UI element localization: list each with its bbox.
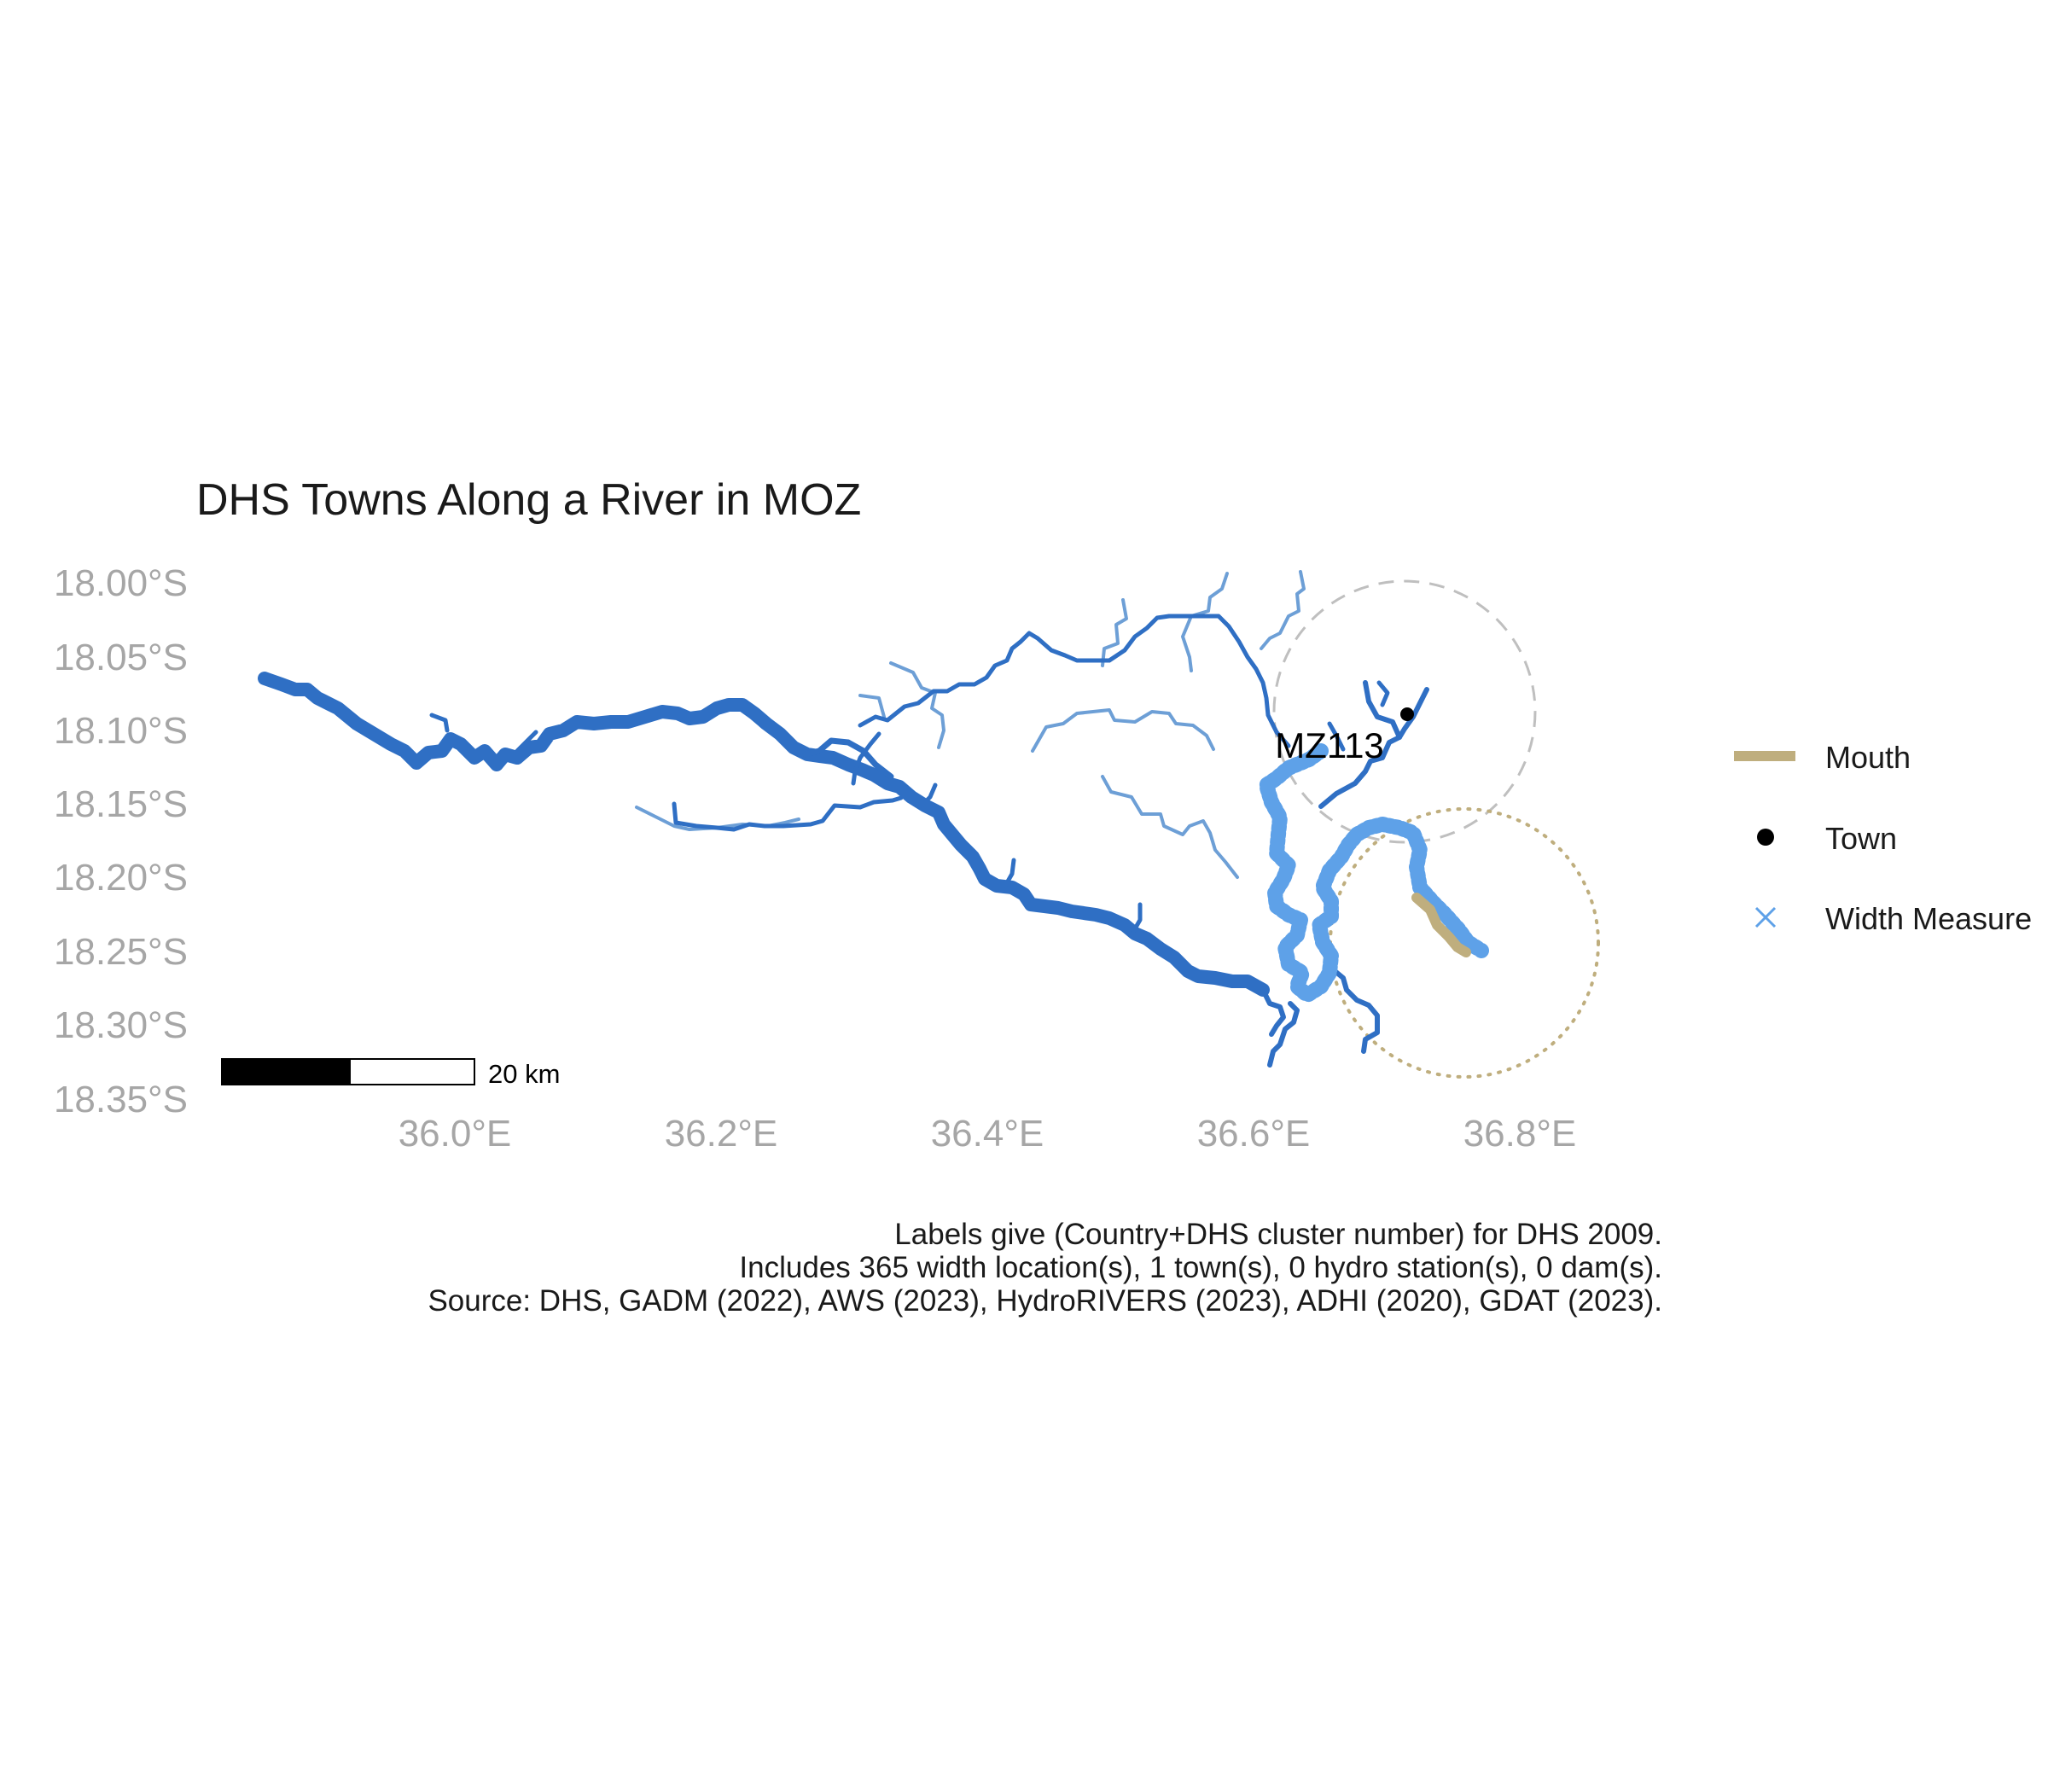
river-segment (429, 713, 450, 733)
river-segment (851, 731, 881, 786)
legend-label-town: Town (1825, 821, 1897, 856)
scale-bar-label: 20 km (488, 1059, 560, 1089)
tributary-line (1260, 570, 1306, 650)
tributary-line (858, 694, 886, 719)
scale-bar-black-segment (221, 1058, 351, 1085)
legend: Mouth Town Width Measure (1734, 740, 2032, 936)
river-segment (1003, 858, 1016, 888)
river-segment (1318, 687, 1429, 809)
river-segment (1131, 902, 1143, 934)
tributary-line (1101, 775, 1239, 879)
river-segment (919, 783, 938, 808)
river-segment (258, 672, 1270, 997)
width-measure-points (1259, 743, 1489, 1003)
river-segment (1376, 680, 1390, 707)
width-measures (1259, 743, 1489, 1003)
x-tick-label: 36.0°E (399, 1113, 512, 1155)
river-mouth (1411, 893, 1471, 957)
town-marker (1400, 707, 1414, 721)
main-river (258, 614, 1429, 1068)
map-title: DHS Towns Along a River in MOZ (196, 475, 861, 525)
scale-bar: 20 km (221, 1058, 560, 1089)
y-tick-label: 18.30°S (54, 1004, 188, 1046)
legend-width-cross-icon (1754, 906, 1777, 928)
river-segment (672, 795, 904, 832)
legend-label-mouth: Mouth (1825, 740, 1911, 775)
y-tick-label: 18.15°S (54, 783, 188, 825)
caption-line: Source: DHS, GADM (2022), AWS (2023), Hy… (428, 1284, 1662, 1318)
y-tick-label: 18.25°S (54, 931, 188, 973)
legend-town-dot (1757, 829, 1774, 846)
x-axis-labels: 36.0°E 36.2°E 36.4°E 36.6°E 36.8°E (399, 1113, 1577, 1155)
x-tick-label: 36.4°E (931, 1113, 1044, 1155)
x-tick-label: 36.8°E (1463, 1113, 1577, 1155)
tributary-line (1031, 708, 1215, 753)
caption-line: Labels give (Country+DHS cluster number)… (894, 1218, 1662, 1251)
river-segment (1327, 721, 1346, 752)
town-label: MZ113 (1275, 725, 1384, 765)
river-segment (515, 730, 538, 753)
tributary-line (1181, 572, 1229, 672)
x-tick-label: 36.2°E (665, 1113, 778, 1155)
y-tick-label: 18.05°S (54, 637, 188, 678)
river-segment (802, 737, 894, 780)
y-tick-label: 18.35°S (54, 1079, 188, 1120)
river-segment (1260, 987, 1286, 1037)
caption: Labels give (Country+DHS cluster number)… (428, 1218, 1662, 1318)
river-segment (858, 614, 1291, 748)
y-tick-label: 18.00°S (54, 562, 188, 604)
scale-bar-white-segment (349, 1058, 475, 1085)
town-buffer-circle (1272, 579, 1537, 844)
river-segment (1267, 1001, 1300, 1068)
y-tick-label: 18.10°S (54, 710, 188, 752)
tributary-line (889, 661, 945, 749)
legend-label-width-measure: Width Measure (1825, 901, 2032, 936)
caption-line: Includes 365 width location(s), 1 town(s… (739, 1251, 1662, 1284)
x-tick-label: 36.6°E (1197, 1113, 1311, 1155)
tributary-line (1101, 598, 1128, 667)
y-axis-labels: 18.00°S 18.05°S 18.10°S 18.15°S 18.20°S … (54, 562, 188, 1120)
river-segment (1322, 950, 1380, 1054)
y-tick-label: 18.20°S (54, 857, 188, 899)
river-segment (1363, 680, 1402, 740)
